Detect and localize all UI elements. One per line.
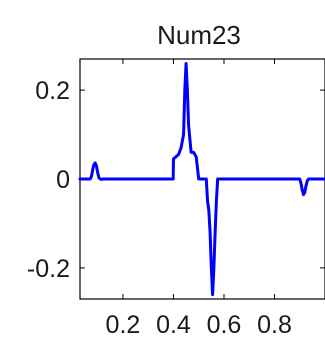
x-tick-label: 0.2 [106,311,141,339]
x-tick-label: 0.6 [207,311,242,339]
y-tick-label: 0.2 [35,77,70,105]
series-layer [78,61,325,297]
y-tick-label: -0.2 [27,255,70,283]
chart-title: Num23 [157,20,241,50]
y-tick-label: 0 [56,166,70,194]
series-line [78,61,325,297]
x-tick-label: 0.4 [156,311,191,339]
x-tick-label: 0.8 [257,311,292,339]
axis-ticks: 0.2 0 -0.2 0.2 0.4 0.6 0.8 [27,59,325,339]
